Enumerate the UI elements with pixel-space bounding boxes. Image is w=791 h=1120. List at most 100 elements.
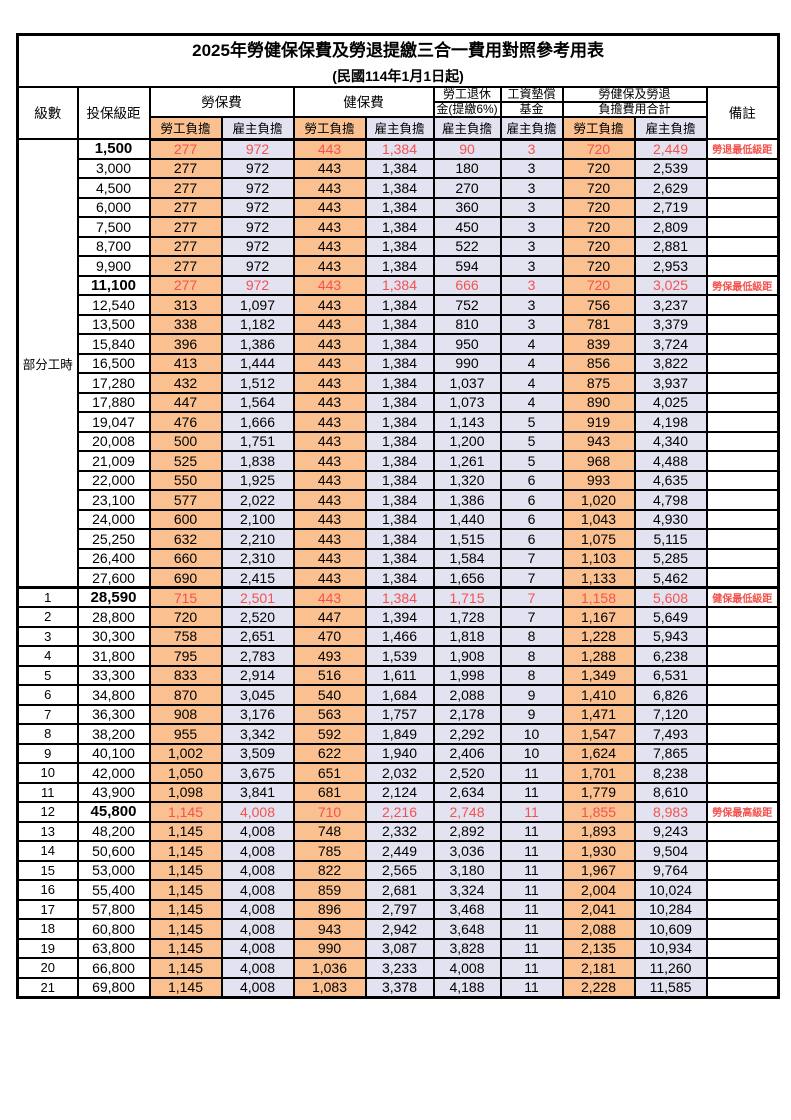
remark-cell bbox=[705, 430, 780, 452]
table-row: 23,100 577 2,022 443 1,384 1,386 6 1,020 4,798 bbox=[18, 489, 780, 511]
remark-cell bbox=[705, 255, 780, 277]
fund-employer-cell: 11 bbox=[499, 957, 564, 979]
pension-employer-cell: 3,180 bbox=[432, 859, 502, 881]
health-employer-cell: 1,940 bbox=[364, 742, 435, 764]
total-employer-cell: 4,488 bbox=[633, 450, 708, 472]
labor-employee-cell: 1,145 bbox=[148, 898, 223, 920]
level-cell: 7 bbox=[16, 703, 79, 725]
total-employer-cell: 3,937 bbox=[633, 372, 708, 394]
bracket-cell: 66,800 bbox=[76, 957, 151, 979]
labor-employee-cell: 600 bbox=[148, 508, 223, 530]
labor-employee-cell: 396 bbox=[148, 333, 223, 355]
health-employer-cell: 1,384 bbox=[364, 547, 435, 569]
pension-employer-cell: 1,818 bbox=[432, 625, 502, 647]
total-employer-cell: 8,983 bbox=[633, 801, 708, 823]
labor-employee-cell: 1,145 bbox=[148, 957, 223, 979]
labor-employer-cell: 972 bbox=[220, 138, 295, 160]
pension-employer-cell: 1,261 bbox=[432, 450, 502, 472]
health-employer-cell: 2,942 bbox=[364, 918, 435, 940]
level-cell: 1 bbox=[16, 586, 79, 608]
labor-employer-cell: 1,444 bbox=[220, 352, 295, 374]
table-row: 24,000 600 2,100 443 1,384 1,440 6 1,043 4,930 bbox=[18, 508, 780, 530]
total-employer-cell: 10,934 bbox=[633, 937, 708, 959]
health-employee-cell: 563 bbox=[292, 703, 367, 725]
labor-employer-cell: 2,100 bbox=[220, 508, 295, 530]
title-block: 2025年勞健保保費及勞退提繳三合一費用對照參考用表 (民國114年1月1日起) bbox=[16, 33, 780, 88]
health-employer-cell: 1,539 bbox=[364, 645, 435, 667]
labor-employee-cell: 660 bbox=[148, 547, 223, 569]
table-row: 1 28,590 715 2,501 443 1,384 1,715 7 1,158 5,608 健… bbox=[16, 586, 780, 608]
bracket-cell: 17,880 bbox=[76, 391, 151, 413]
health-employer-cell: 1,384 bbox=[364, 391, 435, 413]
pension-employer-cell: 4,188 bbox=[432, 976, 502, 998]
pension-employer-cell: 1,515 bbox=[432, 528, 502, 550]
health-employee-cell: 822 bbox=[292, 859, 367, 881]
table-row: 22,000 550 1,925 443 1,384 1,320 6 993 4,635 bbox=[18, 469, 780, 491]
total-employee-cell: 1,167 bbox=[561, 606, 636, 628]
labor-employer-cell: 4,008 bbox=[220, 879, 295, 901]
bracket-cell: 21,009 bbox=[76, 450, 151, 472]
total-employer-cell: 9,243 bbox=[633, 820, 708, 842]
total-employer-cell: 5,649 bbox=[633, 606, 708, 628]
remark-cell bbox=[705, 859, 780, 881]
health-employee-cell: 443 bbox=[292, 411, 367, 433]
fee-table: 2025年勞健保保費及勞退提繳三合一費用對照參考用表 (民國114年1月1日起)… bbox=[16, 33, 781, 999]
bracket-cell: 38,200 bbox=[76, 723, 151, 745]
health-employer-cell: 2,681 bbox=[364, 879, 435, 901]
total-employer-cell: 9,504 bbox=[633, 840, 708, 862]
total-employee-cell: 1,020 bbox=[561, 489, 636, 511]
fund-employer-cell: 3 bbox=[499, 235, 564, 257]
total-employee-cell: 1,893 bbox=[561, 820, 636, 842]
health-employee-cell: 443 bbox=[292, 469, 367, 491]
remark-cell: 健保最低級距 bbox=[705, 586, 780, 608]
total-employer-cell: 5,462 bbox=[633, 567, 708, 589]
health-employee-cell: 443 bbox=[292, 372, 367, 394]
pension-employer-cell: 1,728 bbox=[432, 606, 502, 628]
health-employer-cell: 1,384 bbox=[364, 333, 435, 355]
total-employee-cell: 756 bbox=[561, 294, 636, 316]
remark-cell bbox=[705, 489, 780, 511]
labor-employee-cell: 632 bbox=[148, 528, 223, 550]
table-row: 9 40,100 1,002 3,509 622 1,940 2,406 10 1,624 7,8… bbox=[16, 742, 780, 764]
col-header-bracket: 投保級距 bbox=[76, 86, 151, 140]
labor-employee-cell: 277 bbox=[148, 255, 223, 277]
total-employer-cell: 3,379 bbox=[633, 313, 708, 335]
total-employee-cell: 1,701 bbox=[561, 762, 636, 784]
health-employee-cell: 710 bbox=[292, 801, 367, 823]
remark-cell bbox=[705, 547, 780, 569]
fund-employer-cell: 6 bbox=[499, 469, 564, 491]
total-employee-cell: 2,004 bbox=[561, 879, 636, 901]
table-row: 21 69,800 1,145 4,008 1,083 3,378 4,188 11 2,228… bbox=[16, 976, 780, 998]
labor-employer-cell: 4,008 bbox=[220, 840, 295, 862]
bracket-cell: 34,800 bbox=[76, 684, 151, 706]
health-employer-cell: 1,384 bbox=[364, 138, 435, 160]
total-employee-cell: 2,181 bbox=[561, 957, 636, 979]
labor-employer-cell: 1,564 bbox=[220, 391, 295, 413]
total-employee-cell: 2,228 bbox=[561, 976, 636, 998]
remark-cell bbox=[705, 177, 780, 199]
col-header-wage-fund-line2: 基金 bbox=[499, 101, 564, 118]
remark-cell bbox=[705, 625, 780, 647]
health-employer-cell: 1,384 bbox=[364, 450, 435, 472]
labor-employer-cell: 1,751 bbox=[220, 430, 295, 452]
total-employer-cell: 9,764 bbox=[633, 859, 708, 881]
table-row: 14 50,600 1,145 4,008 785 2,449 3,036 11 1,930 9,… bbox=[16, 840, 780, 862]
total-employee-cell: 1,133 bbox=[561, 567, 636, 589]
subheader-health-employee: 勞工負擔 bbox=[292, 116, 367, 141]
total-employer-cell: 2,629 bbox=[633, 177, 708, 199]
fund-employer-cell: 3 bbox=[499, 216, 564, 238]
health-employee-cell: 622 bbox=[292, 742, 367, 764]
table-row: 13 48,200 1,145 4,008 748 2,332 2,892 11 1,893 9,… bbox=[16, 820, 780, 842]
pension-employer-cell: 3,468 bbox=[432, 898, 502, 920]
bracket-cell: 55,400 bbox=[76, 879, 151, 901]
fund-employer-cell: 3 bbox=[499, 274, 564, 296]
total-employee-cell: 856 bbox=[561, 352, 636, 374]
total-employer-cell: 2,449 bbox=[633, 138, 708, 160]
total-employer-cell: 10,284 bbox=[633, 898, 708, 920]
total-employee-cell: 968 bbox=[561, 450, 636, 472]
total-employee-cell: 1,228 bbox=[561, 625, 636, 647]
total-employee-cell: 875 bbox=[561, 372, 636, 394]
fund-employer-cell: 11 bbox=[499, 937, 564, 959]
bracket-cell: 45,800 bbox=[76, 801, 151, 823]
fund-employer-cell: 8 bbox=[499, 664, 564, 686]
